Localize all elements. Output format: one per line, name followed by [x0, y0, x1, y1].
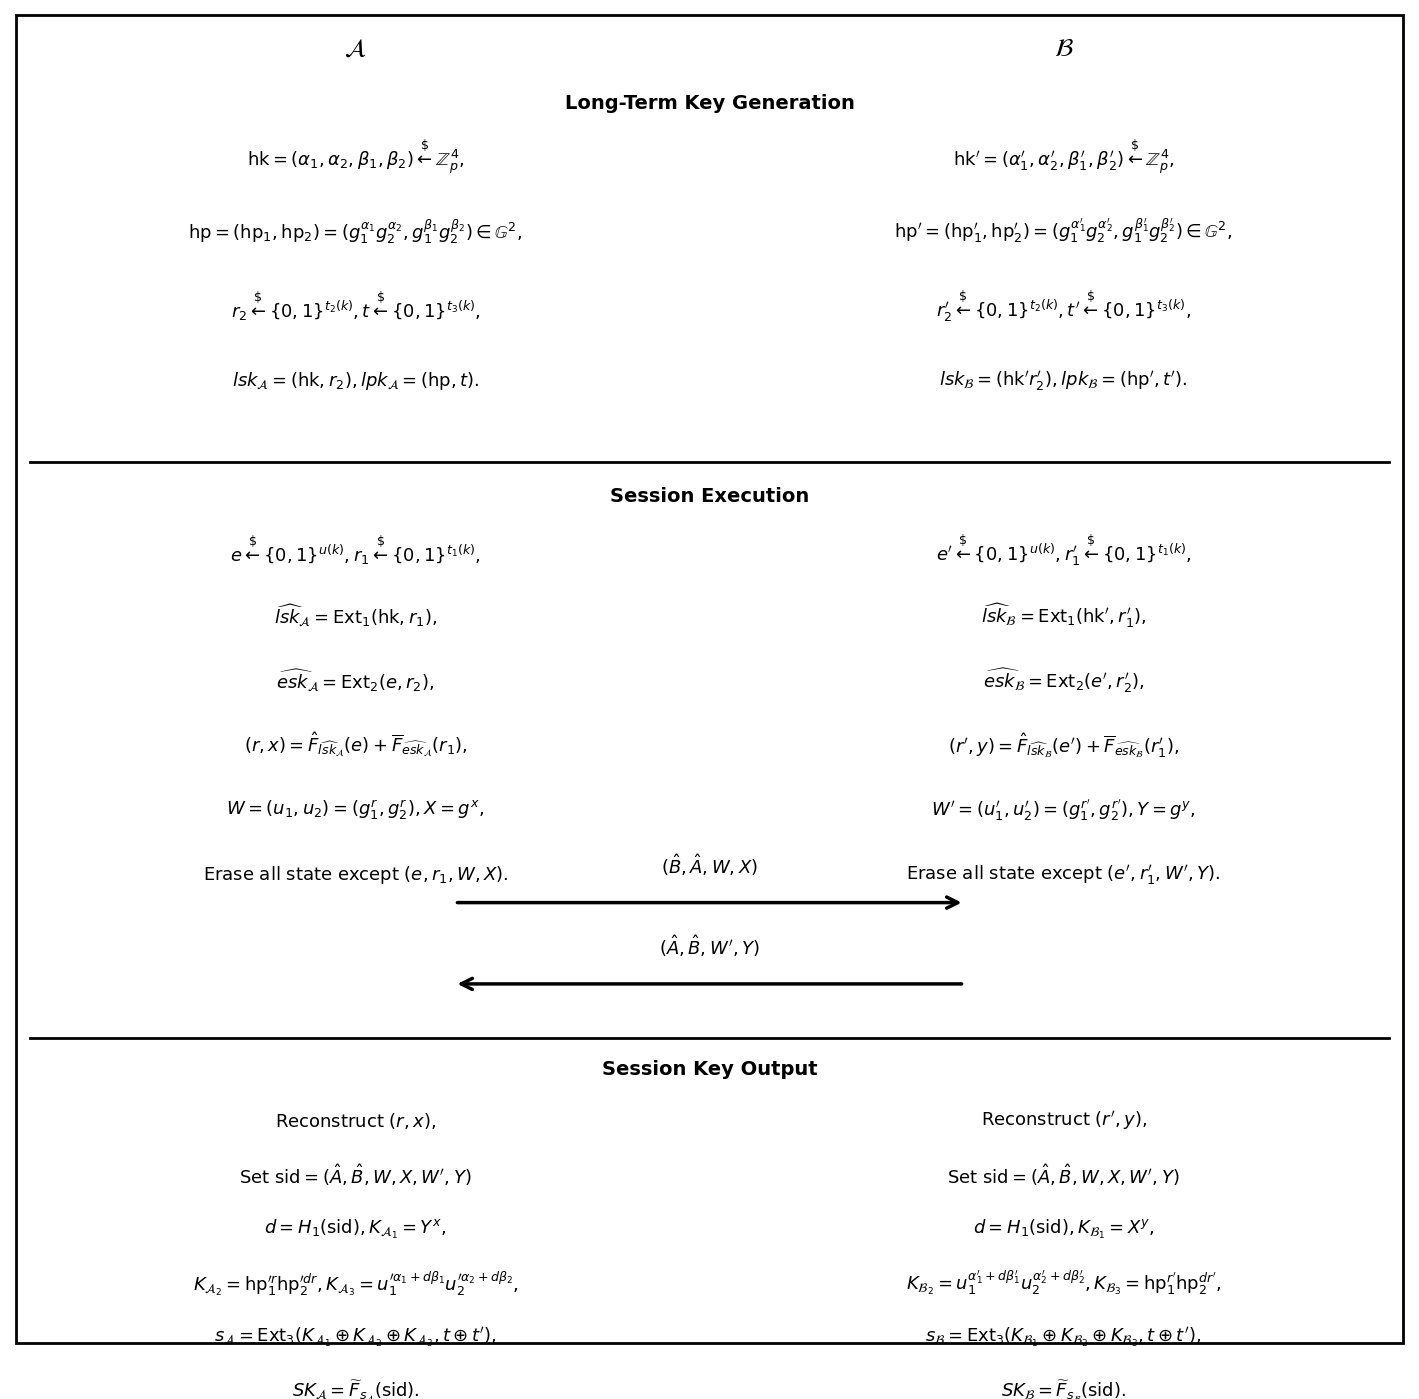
Text: $(\hat{A}, \hat{B}, W', Y)$: $(\hat{A}, \hat{B}, W', Y)$	[658, 933, 761, 958]
Text: $K_{\mathcal{A}_2} = \mathrm{hp}_1^{\prime r} \mathrm{hp}_2^{\prime dr}, K_{\mat: $K_{\mathcal{A}_2} = \mathrm{hp}_1^{\pri…	[193, 1269, 518, 1298]
Text: $s_{\mathcal{A}} = \mathrm{Ext}_3(K_{\mathcal{A}_1} \oplus K_{\mathcal{A}_2} \op: $s_{\mathcal{A}} = \mathrm{Ext}_3(K_{\ma…	[214, 1326, 497, 1350]
Text: $r_2' \overset{\$}{\leftarrow} \{0,1\}^{t_2(k)}, t' \overset{\$}{\leftarrow} \{0: $r_2' \overset{\$}{\leftarrow} \{0,1\}^{…	[937, 290, 1191, 323]
Text: $\text{Set sid} = (\hat{A}, \hat{B}, W, X, W', Y)$: $\text{Set sid} = (\hat{A}, \hat{B}, W, …	[948, 1163, 1179, 1188]
Text: $SK_{\mathcal{B}} = \widetilde{F}_{s_{\mathcal{B}}}(\text{sid}).$: $SK_{\mathcal{B}} = \widetilde{F}_{s_{\m…	[1002, 1379, 1127, 1399]
Text: Long-Term Key Generation: Long-Term Key Generation	[565, 94, 854, 112]
Text: $e' \overset{\$}{\leftarrow} \{0,1\}^{u(k)}, r_1' \overset{\$}{\leftarrow} \{0,1: $e' \overset{\$}{\leftarrow} \{0,1\}^{u(…	[935, 533, 1192, 568]
Text: $K_{\mathcal{B}_2} = u_1^{\alpha_1' + d\beta_1'} u_2^{\alpha_2' + d\beta_2'}, K_: $K_{\mathcal{B}_2} = u_1^{\alpha_1' + d\…	[905, 1269, 1222, 1298]
Text: $W' = (u_1', u_2') = (g_1^{r'}, g_2^{r'}), Y = g^y,$: $W' = (u_1', u_2') = (g_1^{r'}, g_2^{r'}…	[931, 797, 1196, 824]
Text: $\widehat{lsk}_{\mathcal{B}} = \mathrm{Ext}_1(\mathrm{hk}', r_1'),$: $\widehat{lsk}_{\mathcal{B}} = \mathrm{E…	[981, 602, 1147, 630]
Text: $\widehat{esk}_{\mathcal{B}} = \mathrm{Ext}_2(e', r_2'),$: $\widehat{esk}_{\mathcal{B}} = \mathrm{E…	[983, 666, 1144, 695]
Text: $e \overset{\$}{\leftarrow} \{0,1\}^{u(k)}, r_1 \overset{\$}{\leftarrow} \{0,1\}: $e \overset{\$}{\leftarrow} \{0,1\}^{u(k…	[230, 534, 481, 567]
Text: $\widehat{esk}_{\mathcal{A}} = \mathrm{Ext}_2(e, r_2),$: $\widehat{esk}_{\mathcal{A}} = \mathrm{E…	[277, 667, 434, 694]
Text: $\text{Set sid} = (\hat{A}, \hat{B}, W, X, W', Y)$: $\text{Set sid} = (\hat{A}, \hat{B}, W, …	[240, 1163, 471, 1188]
Text: $\text{Erase all state except } (e, r_1, W, X).$: $\text{Erase all state except } (e, r_1,…	[203, 865, 508, 887]
Text: $d = H_1(\text{sid}), K_{\mathcal{B}_1} = X^y,$: $d = H_1(\text{sid}), K_{\mathcal{B}_1} …	[972, 1217, 1155, 1241]
FancyBboxPatch shape	[16, 15, 1403, 1343]
Text: $W = (u_1, u_2) = (g_1^r, g_2^r), X = g^x,$: $W = (u_1, u_2) = (g_1^r, g_2^r), X = g^…	[227, 799, 484, 823]
Text: $d = H_1(\text{sid}), K_{\mathcal{A}_1} = Y^x,$: $d = H_1(\text{sid}), K_{\mathcal{A}_1} …	[264, 1217, 447, 1241]
Text: Session Execution: Session Execution	[610, 487, 809, 505]
Text: $\mathrm{hp}' = (\mathrm{hp}_1', \mathrm{hp}_2') = (g_1^{\alpha_1'} g_2^{\alpha_: $\mathrm{hp}' = (\mathrm{hp}_1', \mathrm…	[894, 217, 1233, 246]
Text: $\mathcal{B}$: $\mathcal{B}$	[1054, 36, 1073, 60]
Text: $\text{Reconstruct } (r, x),$: $\text{Reconstruct } (r, x),$	[275, 1111, 436, 1130]
Text: $\mathrm{hp} = (\mathrm{hp}_1, \mathrm{hp}_2) = (g_1^{\alpha_1} g_2^{\alpha_2}, : $\mathrm{hp} = (\mathrm{hp}_1, \mathrm{h…	[189, 218, 522, 246]
Text: Session Key Output: Session Key Output	[602, 1060, 817, 1079]
Text: $\mathcal{A}$: $\mathcal{A}$	[345, 36, 366, 60]
Text: $(r, x) = \hat{F}_{\widehat{lsk}_{\mathcal{A}}}(e) + \overline{F}_{\widehat{esk}: $(r, x) = \hat{F}_{\widehat{lsk}_{\mathc…	[244, 732, 467, 760]
Text: $(\hat{B}, \hat{A}, W, X)$: $(\hat{B}, \hat{A}, W, X)$	[661, 852, 758, 877]
Text: $r_2 \overset{\$}{\leftarrow} \{0,1\}^{t_2(k)}, t \overset{\$}{\leftarrow} \{0,1: $r_2 \overset{\$}{\leftarrow} \{0,1\}^{t…	[230, 290, 481, 323]
Text: $\mathrm{hk}' = (\alpha_1', \alpha_2', \beta_1', \beta_2') \overset{\$}{\leftarr: $\mathrm{hk}' = (\alpha_1', \alpha_2', \…	[952, 139, 1175, 176]
Text: $\mathrm{hk} = (\alpha_1, \alpha_2, \beta_1, \beta_2) \overset{\$}{\leftarrow} \: $\mathrm{hk} = (\alpha_1, \alpha_2, \bet…	[247, 139, 464, 176]
Text: $\text{Reconstruct } (r', y),$: $\text{Reconstruct } (r', y),$	[981, 1109, 1147, 1132]
Text: $lsk_{\mathcal{B}} = (\mathrm{hk}' r_2'), lpk_{\mathcal{B}} = (\mathrm{hp}', t'): $lsk_{\mathcal{B}} = (\mathrm{hk}' r_2')…	[939, 369, 1188, 393]
Text: $\text{Erase all state except } (e', r_1', W', Y).$: $\text{Erase all state except } (e', r_1…	[907, 863, 1220, 887]
Text: $(r', y) = \hat{F}_{\widehat{lsk}_{\mathcal{B}}}(e') + \overline{F}_{\widehat{es: $(r', y) = \hat{F}_{\widehat{lsk}_{\math…	[948, 730, 1179, 760]
Text: $lsk_{\mathcal{A}} = (\mathrm{hk}, r_2), lpk_{\mathcal{A}} = (\mathrm{hp}, t).$: $lsk_{\mathcal{A}} = (\mathrm{hk}, r_2),…	[231, 371, 480, 392]
Text: $SK_{\mathcal{A}} = \widetilde{F}_{s_{\mathcal{A}}}(\text{sid}).$: $SK_{\mathcal{A}} = \widetilde{F}_{s_{\m…	[292, 1379, 419, 1399]
Text: $s_{\mathcal{B}} = \mathrm{Ext}_3(K_{\mathcal{B}_1} \oplus K_{\mathcal{B}_2} \op: $s_{\mathcal{B}} = \mathrm{Ext}_3(K_{\ma…	[925, 1326, 1202, 1350]
Text: $\widehat{lsk}_{\mathcal{A}} = \mathrm{Ext}_1(\mathrm{hk}, r_1),$: $\widehat{lsk}_{\mathcal{A}} = \mathrm{E…	[274, 603, 437, 628]
